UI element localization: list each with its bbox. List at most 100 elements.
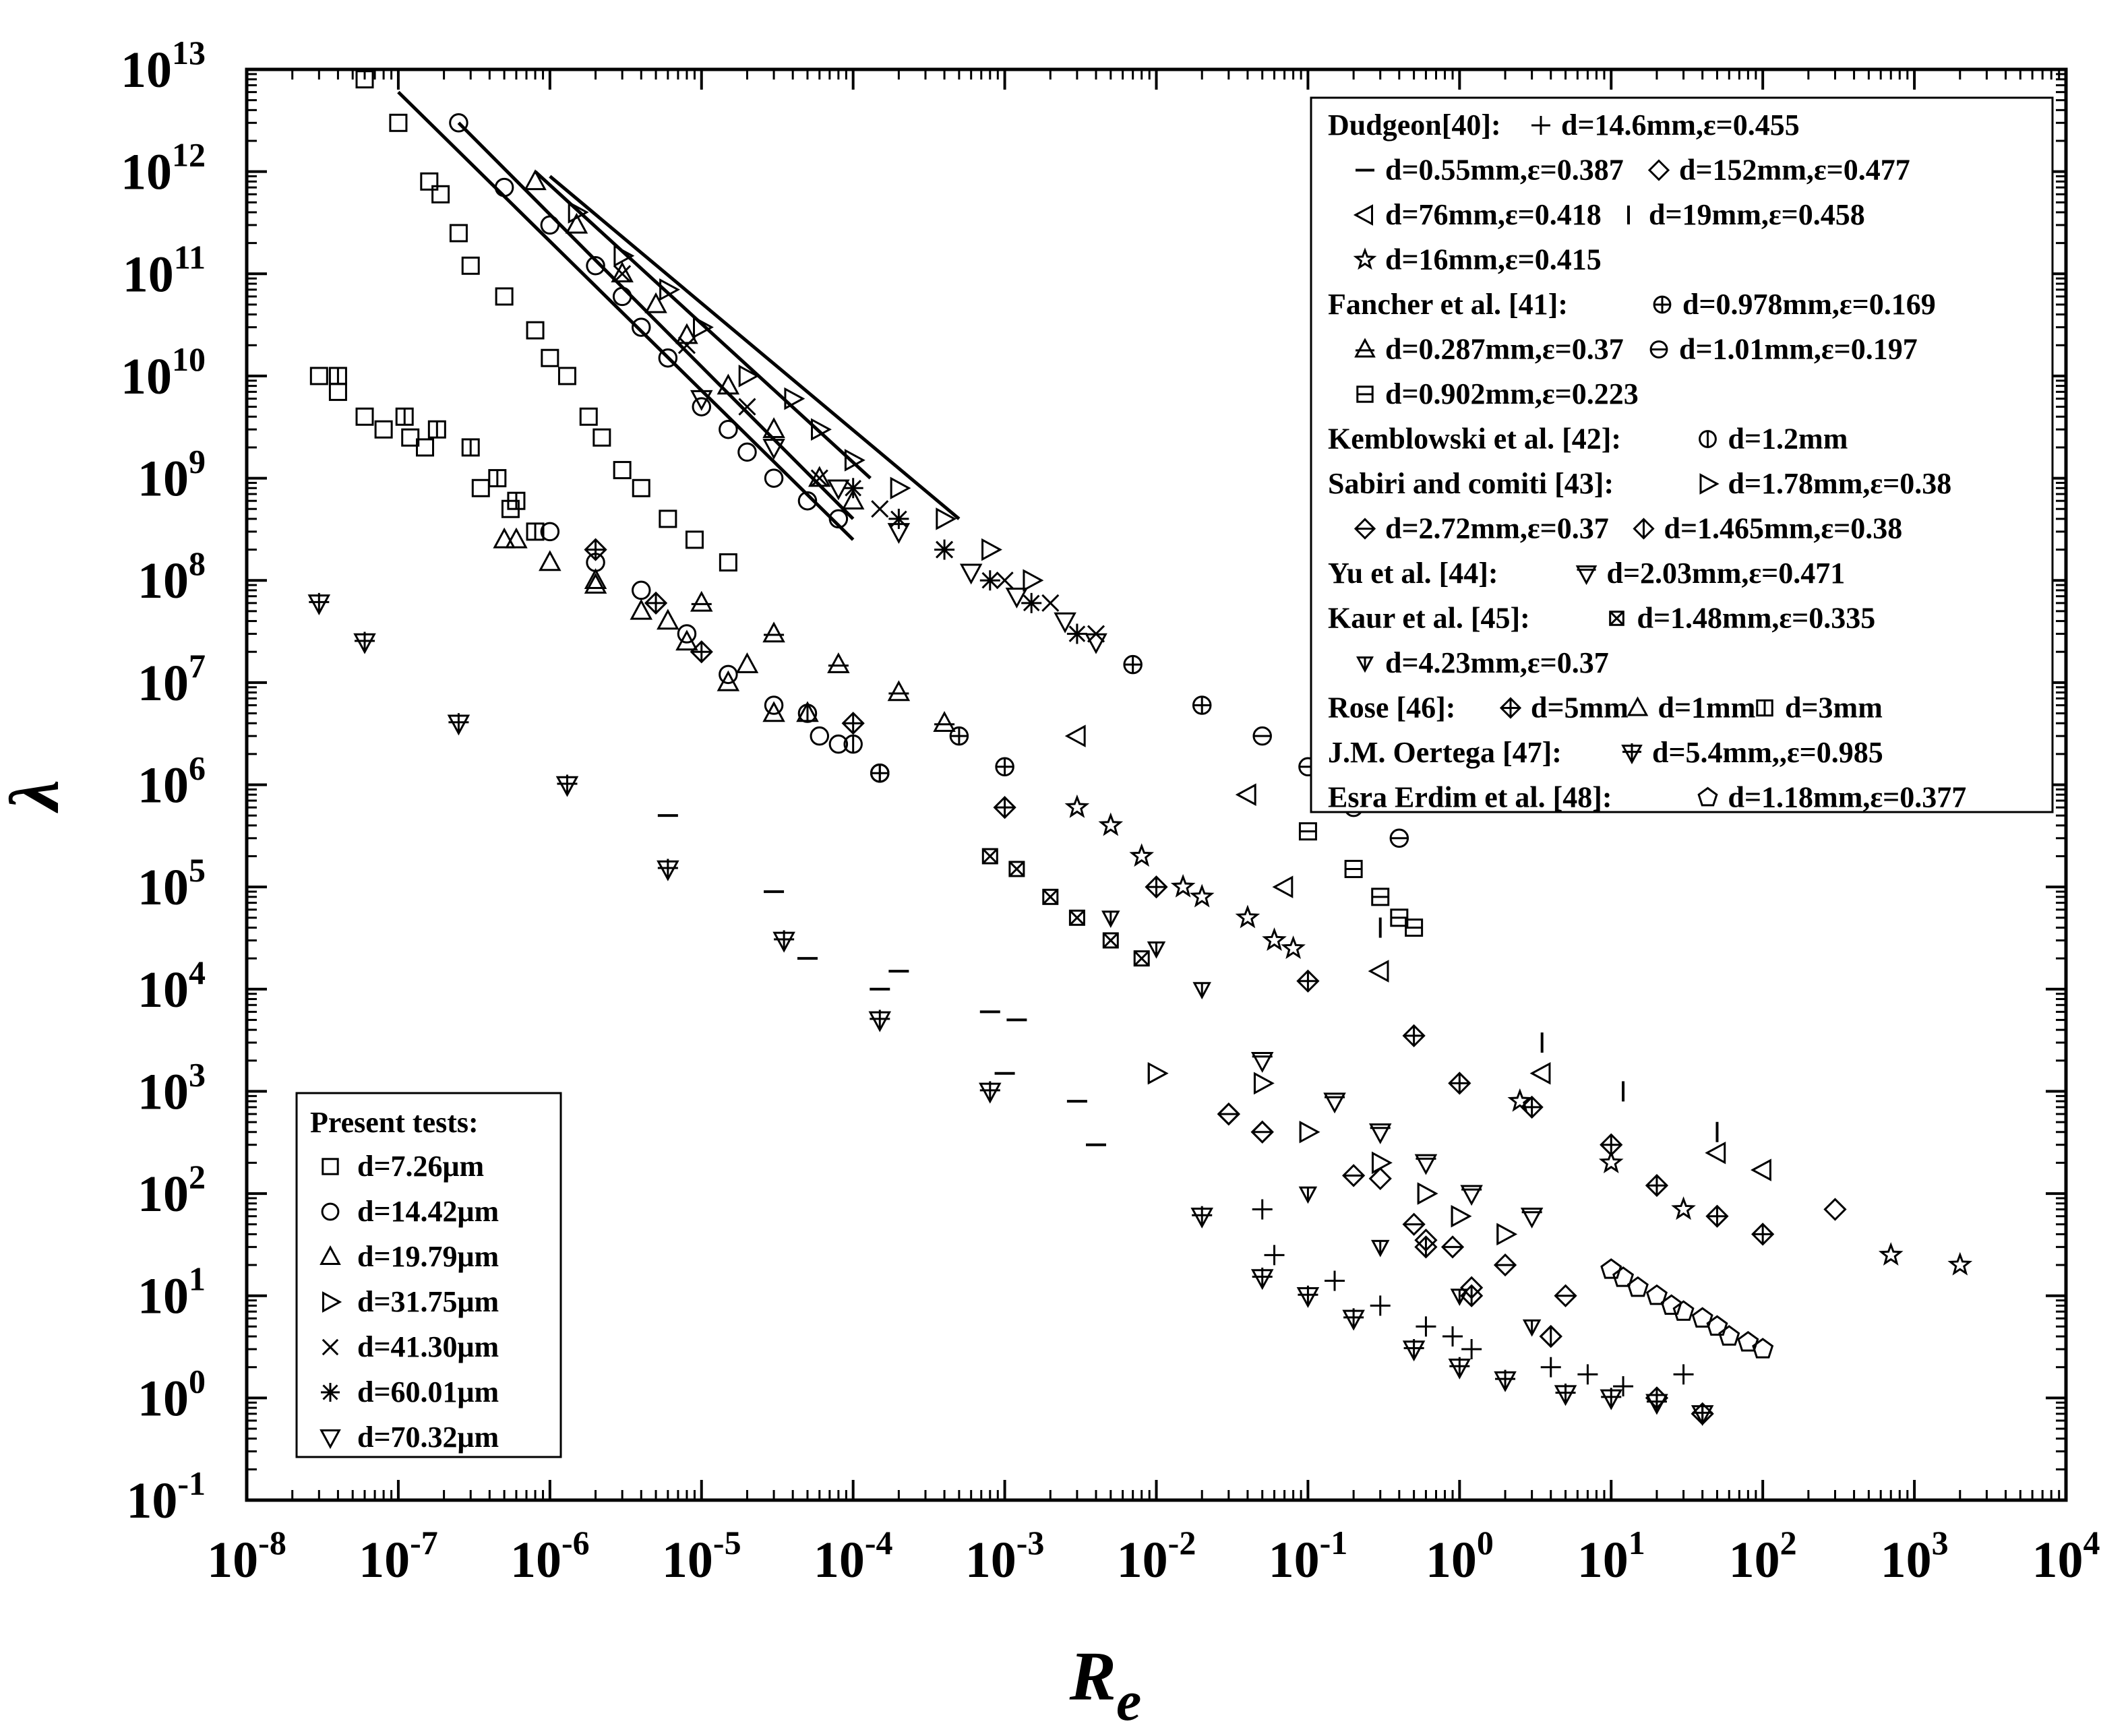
marker-circle: [321, 1202, 340, 1221]
y-tick-label: 107: [138, 647, 206, 712]
legend-literature-label: d=0.978mm,ε=0.169: [1682, 288, 1936, 321]
marker-pentagon: [1706, 1315, 1728, 1336]
series-triangle-left: [1064, 724, 1771, 1181]
marker-triangle-right-bar: [1299, 1121, 1320, 1144]
marker-plus: [1531, 116, 1550, 135]
marker-triangle-left: [1368, 960, 1389, 983]
marker-plus: [1461, 1339, 1482, 1360]
marker-triangle-up: [675, 323, 698, 344]
marker-square-x: [1609, 611, 1624, 626]
marker-pentagon: [1697, 786, 1718, 807]
marker-x: [613, 265, 632, 283]
marker-triangle-down: [320, 1429, 341, 1450]
series-square: [309, 70, 737, 572]
series-pentagon: [1600, 1258, 1774, 1359]
marker-plus: [1442, 1326, 1463, 1347]
marker-square-minus: [1298, 822, 1317, 841]
marker-triangle-down: [887, 523, 911, 545]
x-tick-label: 10-6: [510, 1524, 590, 1588]
marker-circle-plus: [1653, 295, 1672, 314]
marker-pentagon: [1627, 1276, 1649, 1297]
marker-star: [1507, 1088, 1533, 1112]
marker-triangle-down-plus: [447, 713, 470, 736]
marker-plus: [1613, 1376, 1634, 1397]
marker-triangle-down: [827, 479, 850, 501]
legend-present-tests: Present tests: d=7.26μm d=14.42μm d=19.79μ…: [295, 1092, 562, 1458]
marker-square-x: [1008, 861, 1025, 877]
marker-square: [374, 420, 393, 439]
marker-triangle-down: [690, 390, 713, 411]
marker-triangle-down: [762, 439, 785, 460]
marker-triangle-bar: [762, 621, 785, 643]
series-circle-plus: [870, 654, 1212, 783]
legend-literature-label: d=1mm: [1658, 691, 1756, 724]
marker-diamond-plus: [1402, 1024, 1426, 1048]
marker-diamond-minus: [1440, 1235, 1465, 1259]
marker-square: [719, 553, 737, 572]
marker-x: [996, 571, 1014, 590]
x-axis-title-base: R: [1069, 1638, 1116, 1715]
marker-triangle-right-bar: [1496, 1222, 1518, 1246]
series-triangle-up: [493, 169, 865, 722]
legend-literature-label: Rose [46]:: [1328, 691, 1455, 724]
marker-diamond-minus: [1402, 1212, 1426, 1236]
y-tick-labels: 10-1 100 101 102 103 104 105 106 107 108 109 1010 10…: [121, 34, 206, 1529]
marker-circle: [828, 734, 849, 754]
marker-triangle-left: [1064, 724, 1086, 747]
marker-triangle-up: [630, 598, 653, 620]
marker-circle-plus: [1123, 654, 1143, 675]
series-triangle-down-small: [1101, 910, 1542, 1337]
y-tick-label: 1010: [121, 340, 206, 405]
series-diamond-plus: [584, 538, 1775, 1246]
marker-star: [1064, 794, 1090, 818]
legend-literature-label: d=19mm,ε=0.458: [1649, 198, 1865, 231]
marker-circle-minus: [1252, 726, 1272, 746]
legend-literature-label: Kemblowski et al. [42]:: [1328, 423, 1621, 456]
marker-diamond-plus: [1520, 1095, 1544, 1119]
marker-circle: [828, 509, 849, 529]
marker-diamond-plus: [1751, 1222, 1775, 1246]
marker-triangle-up: [717, 670, 740, 691]
legend-literature-label: d=0.902mm,ε=0.223: [1385, 377, 1639, 410]
legend-literature-label: d=1.48mm,ε=0.335: [1637, 602, 1876, 635]
marker-triangle-right: [613, 244, 635, 268]
marker-pentagon: [1645, 1284, 1668, 1305]
marker-triangle-left: [1353, 204, 1373, 226]
series-plus: [1252, 1199, 1694, 1397]
marker-triangle-right: [738, 365, 760, 388]
marker-square: [449, 224, 468, 243]
series-asterisk: [843, 478, 1087, 644]
marker-triangle-up: [493, 527, 516, 549]
marker-diamond-plus: [584, 538, 607, 561]
marker-triangle-down-small: [1101, 910, 1120, 928]
marker-square: [659, 509, 677, 528]
marker-triangle-up: [539, 550, 561, 571]
legend-literature-label: Kaur et al. [45]:: [1328, 602, 1530, 635]
marker-triangle-up: [611, 261, 634, 283]
legend-literature-label: d=14.6mm,ε=0.455: [1561, 108, 1800, 142]
marker-triangle-bar: [887, 680, 911, 702]
marker-triangle-up: [675, 629, 698, 651]
marker-triangle-down-plus: [1448, 1357, 1471, 1380]
marker-diamond-minus: [1342, 1164, 1366, 1187]
marker-square: [685, 530, 704, 549]
marker-triangle-down-plus: [1691, 1403, 1714, 1426]
y-tick-label: 106: [138, 749, 206, 814]
marker-x: [871, 500, 889, 518]
marker-circle: [810, 726, 830, 746]
marker-square-x: [1102, 932, 1119, 949]
marker-triangle-down-plus: [353, 631, 376, 654]
marker-triangle-up: [584, 573, 607, 594]
marker-triangle-left: [1529, 1061, 1551, 1085]
marker-circle-minus: [1649, 340, 1668, 359]
series-square-x: [981, 848, 1150, 967]
marker-triangle-down-plus: [1645, 1392, 1668, 1415]
y-tick-label: 108: [138, 545, 206, 609]
marker-plus: [1416, 1316, 1436, 1337]
series-dash: [657, 814, 1106, 1146]
marker-circle: [692, 397, 711, 416]
y-tick-label: 102: [138, 1158, 206, 1222]
series-triangle-right: [568, 201, 1044, 592]
x-tick-label: 104: [2032, 1524, 2100, 1588]
series-triangle-down-bar: [1250, 1052, 1544, 1229]
